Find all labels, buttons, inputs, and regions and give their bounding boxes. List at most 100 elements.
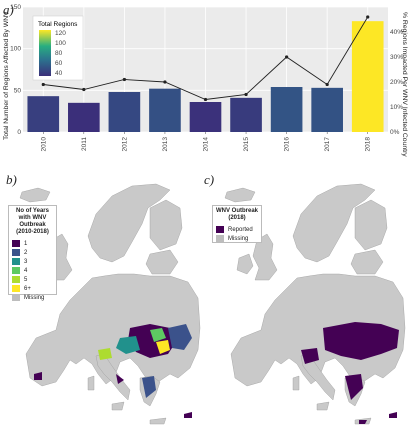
legend-label: Reported [228,226,253,233]
y-axis-left-title: Total Number of Regions Affected By WNV [3,11,10,140]
legend-title-line: No of Years [16,208,49,214]
legend-swatch [12,249,20,256]
legend-tick: 100 [55,40,66,47]
legend-label: 3 [24,258,28,265]
y-left-tick-label: 0 [17,129,21,136]
legend-label: Missing [228,235,249,242]
legend-title-line: with WNV Outbreak [18,215,47,228]
legend-items: Reported Missing [216,225,261,243]
y-axis-right-title: % Regions Impacted Per WNV Infected Coun… [401,12,408,157]
percent-line-group [41,15,370,102]
legend-label: 2 [24,249,28,256]
total-regions-legend: Total Regions 120 100 80 60 40 [32,15,84,81]
sicily-shape [316,401,330,411]
x-tick-label: 2011 [81,137,88,151]
legend-item: Reported [216,225,261,234]
ireland-shape [236,253,254,275]
sardinia-shape [292,375,300,391]
y-right-tick-label: 30% [390,54,403,61]
bar [27,96,60,132]
panel-c-label: c) [204,172,215,187]
line-point [203,97,208,102]
x-tick-label: 2015 [243,137,250,152]
scandinavia-shape [87,183,171,263]
outbreak-region-italy-south [116,374,124,384]
outbreak-region-spain [34,372,42,380]
legend-swatch [12,267,20,274]
legend-item: 1 [12,239,56,248]
finland-shape [354,199,388,251]
bar [108,92,141,132]
legend-label: 1 [24,240,28,247]
legend-title-line: WNV Outbreak [215,208,258,214]
panel-b-label: b) [6,172,17,187]
outbreak-region-danube [116,336,140,354]
y-left-tick-label: 50 [14,87,22,94]
x-tick-label: 2017 [324,137,331,152]
reported-region-cyprus [389,412,397,418]
baltics-shape [350,249,384,275]
colorbar [39,30,51,76]
italy-shape [300,353,336,401]
legend-item: Missing [12,293,56,302]
sicily-shape [111,401,125,411]
legend-items: 1 2 3 4 5 6+ Missing [12,239,56,302]
reported-region-italy [301,348,319,364]
mainland-europe-shape [25,273,201,387]
legend-item: 4 [12,266,56,275]
outbreak-region-romania [168,324,192,350]
legend-item: 3 [12,257,56,266]
italy-shape [95,353,131,401]
line-point [41,82,45,87]
legend-tick: 120 [55,30,66,37]
legend-tick: 80 [55,50,63,57]
bar [189,102,222,132]
line-point [366,15,370,19]
iceland-shape [19,187,51,203]
line-point [82,87,86,92]
baltics-shape [145,249,179,275]
outbreak-region-greece [142,376,156,398]
x-tick-label: 2013 [162,137,169,152]
bar [311,87,343,132]
legend-swatch [216,226,224,233]
legend-swatch [12,285,20,292]
legend-item: 6+ [12,284,56,293]
bar [68,102,100,132]
outbreak-2018-legend: WNV Outbreak (2018) Reported Missing [212,205,262,243]
legend-swatch [12,276,20,283]
x-tick-label: 2010 [40,137,47,152]
bar [230,97,262,132]
line-point [163,80,167,84]
outbreak-region-hungary [150,328,166,342]
reported-region-crete [359,420,367,424]
finland-shape [149,199,183,251]
legend-swatch [216,235,224,242]
legend-tick: 60 [55,60,63,67]
legend-swatch [12,258,20,265]
legend-title-line: (2018) [228,215,246,221]
bars-group [27,21,384,133]
legend-label: 6+ [24,285,31,292]
y-right-tick-label: 0% [390,129,400,136]
scandinavia-shape [292,183,376,263]
legend-item: Missing [216,234,261,243]
bar [351,21,384,133]
y-left-tick-label: 100 [10,46,21,53]
legend-label: 5 [24,276,28,283]
y-axis-right-ticks: 0% 10% 20% 30% 40% [390,29,403,136]
outbreak-region-italy-north [98,348,112,360]
legend-swatch [12,294,20,301]
legend-tick: 40 [55,70,63,77]
x-tick-label: 2018 [365,137,372,152]
legend-label: 4 [24,267,28,274]
panel-a-label: a) [3,2,14,17]
reported-region-greece [345,374,363,400]
map-outbreak-2018 [224,183,406,425]
y-right-tick-label: 10% [390,104,403,111]
line-point [122,77,126,82]
reported-region-balkans [323,322,399,360]
wnv-bar-line-chart: 2010 2011 2012 2013 2014 2015 2016 2017 2018 0 50… [3,4,408,157]
y-right-tick-label: 20% [390,79,403,86]
line-point [325,82,329,87]
